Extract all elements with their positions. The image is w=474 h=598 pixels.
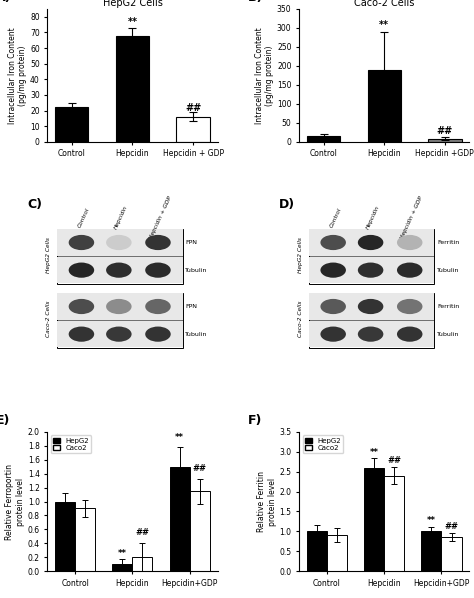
Ellipse shape xyxy=(145,299,171,314)
Text: C): C) xyxy=(27,199,42,211)
Y-axis label: Intracellular Iron Content
(pg/mg protein): Intracellular Iron Content (pg/mg protei… xyxy=(255,27,274,124)
Ellipse shape xyxy=(106,299,132,314)
Ellipse shape xyxy=(320,327,346,341)
Bar xyxy=(421,532,441,571)
Bar xyxy=(55,502,75,571)
Text: Tubulin: Tubulin xyxy=(185,332,208,337)
Ellipse shape xyxy=(358,327,383,341)
Bar xyxy=(364,468,384,571)
Legend: HepG2, Caco2: HepG2, Caco2 xyxy=(51,435,91,453)
Ellipse shape xyxy=(145,263,171,277)
Text: Hepcidin + GDP: Hepcidin + GDP xyxy=(400,195,424,240)
Text: **: ** xyxy=(128,17,137,26)
Text: **: ** xyxy=(370,448,379,457)
Ellipse shape xyxy=(358,235,383,250)
Legend: HepG2, Caco2: HepG2, Caco2 xyxy=(302,435,343,453)
Bar xyxy=(307,136,340,142)
Y-axis label: Relative Ferroportin
protein level: Relative Ferroportin protein level xyxy=(6,463,25,539)
Text: Ferritin: Ferritin xyxy=(437,304,459,309)
Ellipse shape xyxy=(69,299,94,314)
Bar xyxy=(170,466,190,571)
Text: ##: ## xyxy=(445,522,458,531)
Text: Caco-2 Cells: Caco-2 Cells xyxy=(46,301,51,337)
Text: A): A) xyxy=(0,0,12,4)
Ellipse shape xyxy=(320,263,346,277)
Ellipse shape xyxy=(145,327,171,341)
Text: Hepcidin: Hepcidin xyxy=(365,205,381,230)
Ellipse shape xyxy=(358,263,383,277)
Bar xyxy=(116,35,149,142)
Title: HepG2 Cells: HepG2 Cells xyxy=(102,0,163,8)
Ellipse shape xyxy=(358,299,383,314)
Bar xyxy=(307,532,327,571)
FancyBboxPatch shape xyxy=(309,293,434,320)
Text: Tubulin: Tubulin xyxy=(437,332,459,337)
Bar xyxy=(75,508,95,571)
Bar xyxy=(384,475,404,571)
Text: HepG2 Cells: HepG2 Cells xyxy=(298,237,302,273)
FancyBboxPatch shape xyxy=(309,229,434,256)
Text: F): F) xyxy=(248,414,263,426)
Text: B): B) xyxy=(248,0,264,4)
FancyBboxPatch shape xyxy=(57,229,182,256)
Bar xyxy=(428,139,462,142)
FancyBboxPatch shape xyxy=(309,257,434,283)
Ellipse shape xyxy=(320,299,346,314)
Ellipse shape xyxy=(69,327,94,341)
FancyBboxPatch shape xyxy=(57,321,182,347)
Text: **: ** xyxy=(427,515,436,524)
Text: Control: Control xyxy=(328,207,342,228)
Ellipse shape xyxy=(397,235,422,250)
Text: HepG2 Cells: HepG2 Cells xyxy=(46,237,51,273)
Text: **: ** xyxy=(175,434,184,443)
Y-axis label: Intracellular Iron Content
(pg/mg protein): Intracellular Iron Content (pg/mg protei… xyxy=(8,27,27,124)
Ellipse shape xyxy=(69,263,94,277)
Ellipse shape xyxy=(397,263,422,277)
Text: ##: ## xyxy=(185,102,201,112)
Ellipse shape xyxy=(145,235,171,250)
Text: Hepcidin + GDP: Hepcidin + GDP xyxy=(148,195,173,240)
Ellipse shape xyxy=(397,299,422,314)
Ellipse shape xyxy=(106,263,132,277)
Ellipse shape xyxy=(106,327,132,341)
Text: **: ** xyxy=(118,549,127,558)
Ellipse shape xyxy=(397,327,422,341)
Text: Tubulin: Tubulin xyxy=(437,268,459,273)
Text: Control: Control xyxy=(77,207,91,228)
Title: Caco-2 Cells: Caco-2 Cells xyxy=(354,0,414,8)
Bar xyxy=(112,564,132,571)
Text: ##: ## xyxy=(136,528,149,537)
Bar xyxy=(367,70,401,142)
Ellipse shape xyxy=(320,235,346,250)
FancyBboxPatch shape xyxy=(57,257,182,283)
Bar xyxy=(441,537,462,571)
Text: ##: ## xyxy=(387,456,401,465)
FancyBboxPatch shape xyxy=(309,321,434,347)
Text: FPN: FPN xyxy=(185,240,197,245)
Text: Ferritin: Ferritin xyxy=(437,240,459,245)
Text: FPN: FPN xyxy=(185,304,197,309)
Ellipse shape xyxy=(106,235,132,250)
Text: Hepcidin: Hepcidin xyxy=(113,205,129,230)
Ellipse shape xyxy=(69,235,94,250)
FancyBboxPatch shape xyxy=(309,228,434,284)
Text: D): D) xyxy=(279,199,295,211)
Y-axis label: Relative Ferritin
protein level: Relative Ferritin protein level xyxy=(257,471,277,532)
Bar xyxy=(55,108,89,142)
FancyBboxPatch shape xyxy=(57,228,182,284)
Text: E): E) xyxy=(0,414,11,426)
Bar xyxy=(132,557,153,571)
Bar xyxy=(190,491,210,571)
FancyBboxPatch shape xyxy=(309,292,434,348)
Text: ##: ## xyxy=(193,464,207,473)
Text: Caco-2 Cells: Caco-2 Cells xyxy=(298,301,302,337)
Text: **: ** xyxy=(379,20,389,30)
FancyBboxPatch shape xyxy=(57,293,182,320)
Bar xyxy=(327,535,347,571)
Text: Tubulin: Tubulin xyxy=(185,268,208,273)
Bar xyxy=(176,117,210,142)
FancyBboxPatch shape xyxy=(57,292,182,348)
Text: ##: ## xyxy=(437,126,453,136)
